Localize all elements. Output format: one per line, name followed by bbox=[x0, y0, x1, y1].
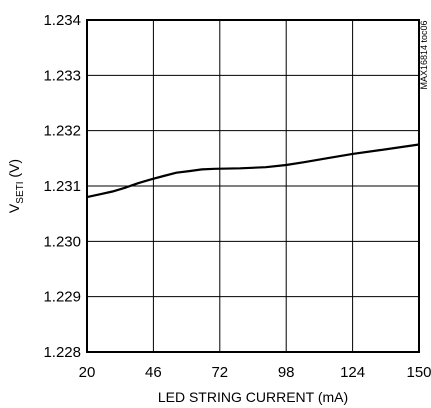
y-axis-label: VSETI (V) bbox=[6, 159, 26, 213]
y-tick-label: 1.230 bbox=[43, 233, 81, 250]
y-tick-label: 1.228 bbox=[43, 344, 81, 361]
series-line bbox=[86, 143, 420, 199]
plot-frame bbox=[86, 19, 420, 353]
x-axis-label: LED STRING CURRENT (mA) bbox=[158, 389, 348, 405]
x-tick-label: 98 bbox=[278, 364, 295, 381]
grid-lines bbox=[86, 19, 420, 353]
y-tick-label: 1.231 bbox=[43, 178, 81, 195]
y-tick-label: 1.234 bbox=[43, 12, 81, 29]
x-tick-label: 46 bbox=[145, 364, 162, 381]
y-tick-label: 1.229 bbox=[43, 289, 81, 306]
y-axis-label-unit: (V) bbox=[6, 159, 22, 182]
figure-id-note: MAX16814 toc06 bbox=[419, 20, 429, 89]
y-tick-label: 1.233 bbox=[43, 67, 81, 84]
y-tick-label: 1.232 bbox=[43, 123, 81, 140]
y-axis-label-main: V bbox=[6, 203, 22, 213]
x-tick-labels: 20 46 72 98 124 150 bbox=[79, 364, 431, 381]
y-tick-labels: 1.228 1.229 1.230 1.231 1.232 1.233 1.234 bbox=[43, 12, 81, 361]
x-tick-label: 150 bbox=[406, 364, 431, 381]
x-tick-label: 124 bbox=[340, 364, 365, 381]
y-axis-label-subscript: SETI bbox=[15, 181, 26, 203]
x-tick-label: 20 bbox=[79, 364, 96, 381]
x-tick-label: 72 bbox=[211, 364, 228, 381]
